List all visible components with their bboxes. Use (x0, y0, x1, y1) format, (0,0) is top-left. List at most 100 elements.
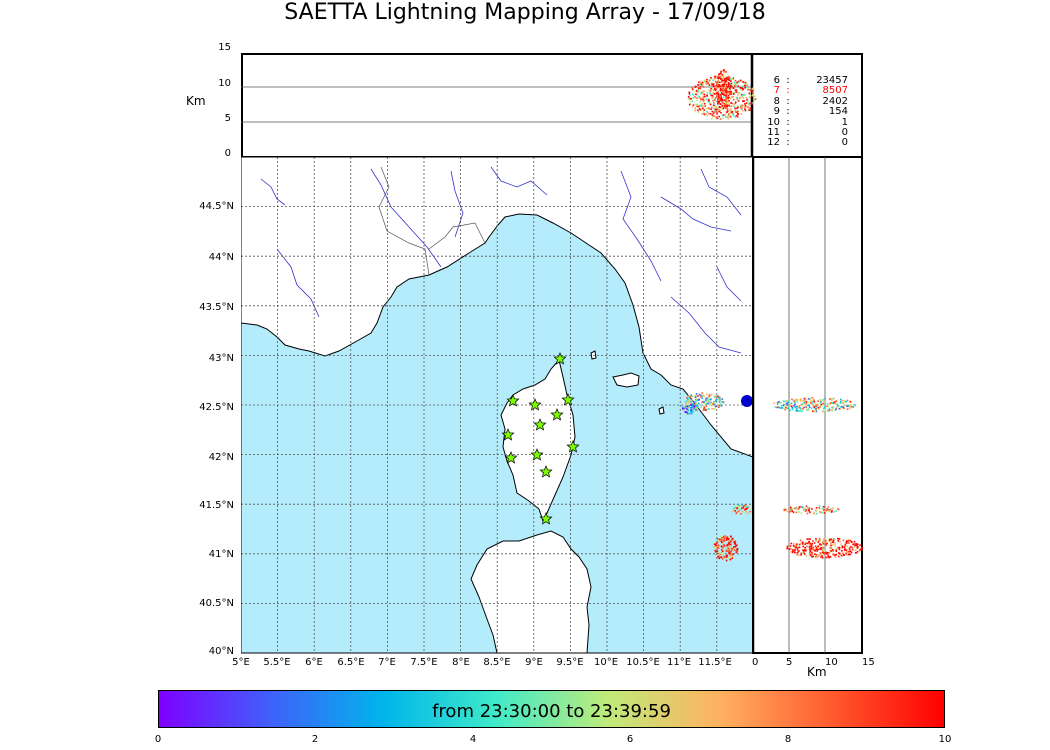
lightning-source (701, 103, 704, 105)
lightning-source (717, 85, 719, 88)
lightning-source (710, 76, 712, 79)
lightning-source (821, 551, 824, 554)
lightning-source (718, 110, 720, 113)
lightning-source (713, 99, 716, 101)
lightning-source (719, 536, 722, 539)
star-icon (533, 418, 547, 431)
lightning-source (695, 406, 698, 409)
lightning-source (789, 409, 791, 412)
lightning-source (727, 117, 730, 120)
lightning-source (693, 405, 696, 408)
lightning-source (811, 556, 813, 558)
mainland-land (241, 157, 754, 458)
lightning-source (746, 512, 749, 515)
time-colorbar: from 23:30:00 to 23:39:59 (158, 690, 945, 728)
lightning-source (729, 78, 732, 81)
lightning-source (848, 539, 851, 542)
lightning-source (810, 407, 813, 410)
lightning-source (729, 84, 732, 87)
lightning-source (740, 87, 742, 89)
star-icon (539, 465, 553, 478)
star-icon (504, 451, 518, 464)
lightning-source (795, 543, 798, 545)
lat-tick: 40.5°N (199, 598, 234, 609)
lightning-source (696, 104, 698, 107)
lightning-source (815, 404, 817, 407)
lightning-source (695, 399, 698, 402)
lightning-source (715, 100, 717, 103)
lightning-source (728, 86, 730, 88)
lightning-source (699, 96, 702, 99)
lon-tick: 10.5°E (626, 657, 660, 668)
lightning-source (709, 101, 711, 104)
lightning-source (725, 105, 728, 108)
lightning-source (713, 85, 715, 88)
lightning-source (831, 402, 833, 404)
lightning-source (849, 407, 851, 410)
lightning-source (715, 110, 718, 113)
lightning-source (722, 114, 725, 116)
lightning-source (851, 546, 854, 549)
lightning-source (849, 545, 852, 548)
lightning-source (741, 85, 744, 88)
lightning-source (726, 107, 729, 110)
lightning-source (796, 553, 798, 556)
lightning-source (822, 402, 824, 405)
lightning-source (717, 76, 720, 79)
lightning-source (823, 509, 825, 512)
stat-row: 10:1 (767, 116, 848, 128)
lightning-source (718, 397, 721, 399)
lightning-source (789, 548, 792, 550)
lightning-source (805, 402, 807, 405)
lightning-source (717, 102, 719, 105)
lightning-source (839, 407, 842, 410)
lightning-source (730, 105, 733, 107)
lightning-source (792, 399, 795, 402)
lightning-source (811, 551, 813, 554)
lightning-source (788, 548, 791, 550)
lightning-source (795, 546, 797, 549)
lightning-source (721, 107, 723, 109)
lightning-source (853, 540, 856, 543)
lightning-source (809, 402, 812, 404)
lightning-source (694, 398, 697, 401)
lightning-source (803, 402, 806, 405)
lightning-source (749, 107, 752, 110)
lightning-source (749, 94, 752, 97)
lightning-source (722, 107, 725, 109)
lightning-source (786, 400, 788, 402)
lightning-source (746, 507, 749, 509)
lightning-source (710, 93, 713, 96)
lightning-source (776, 401, 779, 404)
lightning-source (717, 82, 719, 85)
lightning-source (815, 507, 818, 509)
lightning-source (803, 402, 806, 404)
lightning-source (716, 548, 719, 551)
lightning-source (709, 78, 712, 81)
lightning-source (829, 547, 831, 549)
lightning-source (805, 400, 808, 403)
lightning-source (848, 548, 851, 550)
lightning-source (744, 109, 747, 112)
lightning-source (717, 98, 719, 100)
lightning-source (709, 91, 711, 94)
lightning-source (734, 542, 736, 545)
lightning-source (820, 401, 822, 403)
star-icon (530, 448, 544, 461)
lightning-source (700, 406, 703, 408)
lightning-source (821, 549, 824, 551)
lightning-source (722, 557, 725, 559)
lightning-source (833, 511, 836, 513)
lightning-source (699, 98, 702, 100)
lightning-source (727, 83, 730, 85)
lightning-source (690, 408, 693, 411)
lightning-source (734, 116, 737, 118)
lightning-source (704, 399, 707, 401)
lightning-source (694, 396, 697, 398)
lightning-source (846, 545, 848, 547)
lightning-source (684, 400, 687, 403)
lightning-source (722, 79, 724, 82)
lightning-source (847, 403, 849, 406)
lightning-source (843, 549, 846, 551)
lightning-source (812, 406, 815, 408)
